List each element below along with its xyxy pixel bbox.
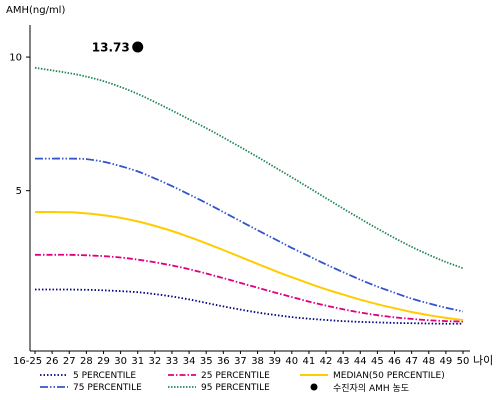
- series-line-75-percentile: [35, 157, 464, 313]
- y-tick-label: 5: [16, 186, 22, 197]
- x-tick-label: 44: [354, 356, 367, 367]
- x-tick-label: 48: [422, 356, 435, 367]
- x-tick-label: 39: [268, 356, 281, 367]
- series-line-median-50-percentile: [35, 211, 464, 321]
- y-tick-label: 10: [9, 53, 22, 64]
- patient-amh-value-label: 13.73: [92, 41, 130, 55]
- legend-label: 5 PERCENTILE: [73, 371, 136, 381]
- x-tick-label: 46: [388, 356, 401, 367]
- x-tick-label: 29: [97, 356, 110, 367]
- legend-label: 수진자의 AMH 농도: [333, 383, 409, 394]
- x-tick-label: 43: [337, 356, 350, 367]
- x-tick-label: 36: [217, 356, 230, 367]
- legend-label: MEDIAN(50 PERCENTILE): [333, 371, 445, 381]
- legend-label: 75 PERCENTILE: [73, 383, 142, 393]
- patient-amh-point: [132, 41, 144, 53]
- x-tick-label: 38: [251, 356, 264, 367]
- y-axis-title: AMH(ng/ml): [6, 5, 65, 16]
- legend-label: 95 PERCENTILE: [201, 383, 270, 393]
- x-tick-label: 26: [46, 356, 59, 367]
- x-tick-label: 32: [148, 356, 161, 367]
- x-tick-label: 49: [440, 356, 453, 367]
- legend-point-marker: [310, 383, 318, 391]
- x-tick-label: 33: [166, 356, 179, 367]
- x-ticks: 16-25 26 27 28 29 30 31 32 33 34 35 36 37 38 39 40 41 42 4…: [13, 351, 469, 367]
- series-line-25-percentile: [34, 253, 464, 323]
- x-tick-label: 35: [200, 356, 213, 367]
- x-tick-label: 42: [320, 356, 333, 367]
- x-tick-label: 30: [114, 356, 127, 367]
- legend: 5 PERCENTILE 25 PERCENTILE MEDIAN(50 PERCE…: [40, 371, 445, 394]
- y-ticks: 5 10: [9, 53, 30, 197]
- x-tick-label: 34: [183, 356, 196, 367]
- series-line-95-percentile: [34, 66, 464, 270]
- x-tick-label: 28: [80, 356, 93, 367]
- point-group: 13.73: [92, 41, 144, 55]
- x-tick-label: 37: [234, 356, 247, 367]
- x-tick-label: 27: [63, 356, 76, 367]
- x-tick-label: 41: [303, 356, 316, 367]
- series-group: [34, 66, 464, 325]
- x-tick-label: 50: [457, 356, 470, 367]
- x-tick-label: 16-25: [13, 356, 42, 367]
- legend-label: 25 PERCENTILE: [201, 371, 270, 381]
- x-axis-title: 나이: [473, 354, 493, 367]
- x-tick-label: 40: [285, 356, 298, 367]
- x-tick-label: 31: [131, 356, 144, 367]
- x-tick-label: 47: [405, 356, 418, 367]
- x-tick-label: 45: [371, 356, 384, 367]
